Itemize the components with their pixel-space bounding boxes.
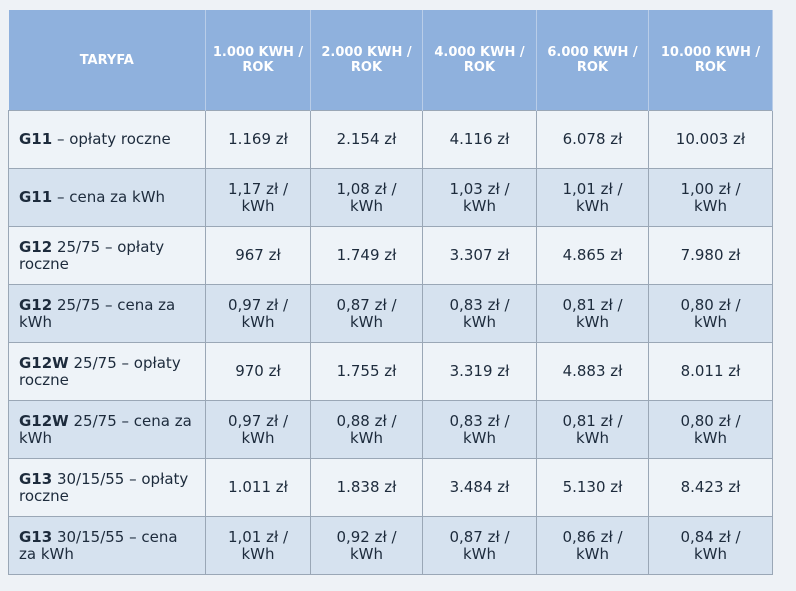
price-cell: 1,17 zł / kWh (205, 168, 311, 227)
price-cell: 10.003 zł (648, 110, 773, 169)
price-cell: 0,87 zł / kWh (310, 284, 423, 343)
price-cell: 1.011 zł (205, 458, 311, 517)
price-cell: 3.484 zł (422, 458, 537, 517)
tariff-code: G12W (19, 353, 69, 372)
price-cell: 1.838 zł (310, 458, 423, 517)
price-cell: 4.883 zł (536, 342, 649, 401)
tariff-code: G13 (19, 527, 53, 546)
tariff-cell: G13 30/15/55 – opłaty roczne (8, 458, 206, 517)
tariff-cell: G11 – cena za kWh (8, 168, 206, 227)
tariff-label: 30/15/55 – cena za kWh (19, 527, 178, 563)
tariff-cell: G12W 25/75 – cena za kWh (8, 400, 206, 459)
tariff-label: – cena za kWh (56, 188, 166, 206)
tariff-cell: G12 25/75 – cena za kWh (8, 284, 206, 343)
price-cell: 0,81 zł / kWh (536, 400, 649, 459)
price-cell: 5.130 zł (536, 458, 649, 517)
tariff-label: 25/75 – opłaty roczne (19, 237, 165, 273)
tariff-code: G11 (19, 188, 53, 206)
price-cell: 1,08 zł / kWh (310, 168, 423, 227)
price-cell: 0,83 zł / kWh (422, 284, 537, 343)
price-cell: 970 zł (205, 342, 311, 401)
table-row: G12W 25/75 – opłaty roczne 970 zł 1.755 zł… (8, 342, 773, 401)
header-row: TARYFA 1.000 KWH / ROK 2.000 KWH / ROK 4.00… (8, 10, 773, 111)
price-cell: 1.749 zł (310, 226, 423, 285)
price-cell: 0,87 zł / kWh (422, 516, 537, 575)
tariff-label: 30/15/55 – opłaty roczne (19, 469, 189, 505)
table-row: G12 25/75 – cena za kWh 0,97 zł / kWh 0,87… (8, 284, 773, 343)
price-cell: 8.423 zł (648, 458, 773, 517)
price-cell: 0,84 zł / kWh (648, 516, 773, 575)
price-cell: 0,86 zł / kWh (536, 516, 649, 575)
tariff-label: 25/75 – cena za kWh (19, 411, 192, 447)
price-cell: 7.980 zł (648, 226, 773, 285)
tariff-code: G12W (19, 411, 69, 430)
tariff-code: G11 (19, 130, 53, 148)
price-cell: 1,00 zł / kWh (648, 168, 773, 227)
price-cell: 1.169 zł (205, 110, 311, 169)
tariff-cell: G12W 25/75 – opłaty roczne (8, 342, 206, 401)
price-cell: 3.319 zł (422, 342, 537, 401)
tariff-table: TARYFA 1.000 KWH / ROK 2.000 KWH / ROK 4.00… (8, 10, 773, 575)
price-cell: 8.011 zł (648, 342, 773, 401)
price-cell: 0,83 zł / kWh (422, 400, 537, 459)
price-cell: 4.116 zł (422, 110, 537, 169)
table-row: G12 25/75 – opłaty roczne 967 zł 1.749 zł 3… (8, 226, 773, 285)
tariff-code: G13 (19, 469, 53, 488)
price-cell: 0,92 zł / kWh (310, 516, 423, 575)
price-cell: 2.154 zł (310, 110, 423, 169)
price-cell: 0,97 zł / kWh (205, 400, 311, 459)
price-cell: 6.078 zł (536, 110, 649, 169)
price-cell: 1,01 zł / kWh (205, 516, 311, 575)
header-cell: 2.000 KWH / ROK (310, 10, 423, 111)
price-cell: 0,88 zł / kWh (310, 400, 423, 459)
price-cell: 0,80 zł / kWh (648, 400, 773, 459)
tariff-cell: G13 30/15/55 – cena za kWh (8, 516, 206, 575)
price-cell: 3.307 zł (422, 226, 537, 285)
price-cell: 0,81 zł / kWh (536, 284, 649, 343)
tariff-code: G12 (19, 237, 53, 256)
header-cell: 4.000 KWH / ROK (422, 10, 537, 111)
tariff-cell: G12 25/75 – opłaty roczne (8, 226, 206, 285)
header-cell: TARYFA (8, 10, 206, 111)
price-cell: 0,97 zł / kWh (205, 284, 311, 343)
price-cell: 1,01 zł / kWh (536, 168, 649, 227)
price-cell: 4.865 zł (536, 226, 649, 285)
tariff-label: 25/75 – opłaty roczne (19, 353, 181, 389)
tariff-label: 25/75 – cena za kWh (19, 295, 176, 331)
table-row: G11 – opłaty roczne 1.169 zł 2.154 zł 4.116… (8, 110, 773, 169)
table-row: G13 30/15/55 – cena za kWh 1,01 zł / kWh 0… (8, 516, 773, 575)
table-row: G11 – cena za kWh 1,17 zł / kWh 1,08 zł / … (8, 168, 773, 227)
tariff-label: – opłaty roczne (56, 130, 171, 148)
price-cell: 1,03 zł / kWh (422, 168, 537, 227)
header-cell: 6.000 KWH / ROK (536, 10, 649, 111)
tariff-code: G12 (19, 295, 53, 314)
table-row: G12W 25/75 – cena za kWh 0,97 zł / kWh 0,8… (8, 400, 773, 459)
header-cell: 1.000 KWH / ROK (205, 10, 311, 111)
table-row: G13 30/15/55 – opłaty roczne 1.011 zł 1.83… (8, 458, 773, 517)
tariff-cell: G11 – opłaty roczne (8, 110, 206, 169)
header-cell: 10.000 KWH / ROK (648, 10, 773, 111)
price-cell: 0,80 zł / kWh (648, 284, 773, 343)
table-body: G11 – opłaty roczne 1.169 zł 2.154 zł 4.116… (8, 110, 773, 575)
price-cell: 1.755 zł (310, 342, 423, 401)
price-cell: 967 zł (205, 226, 311, 285)
